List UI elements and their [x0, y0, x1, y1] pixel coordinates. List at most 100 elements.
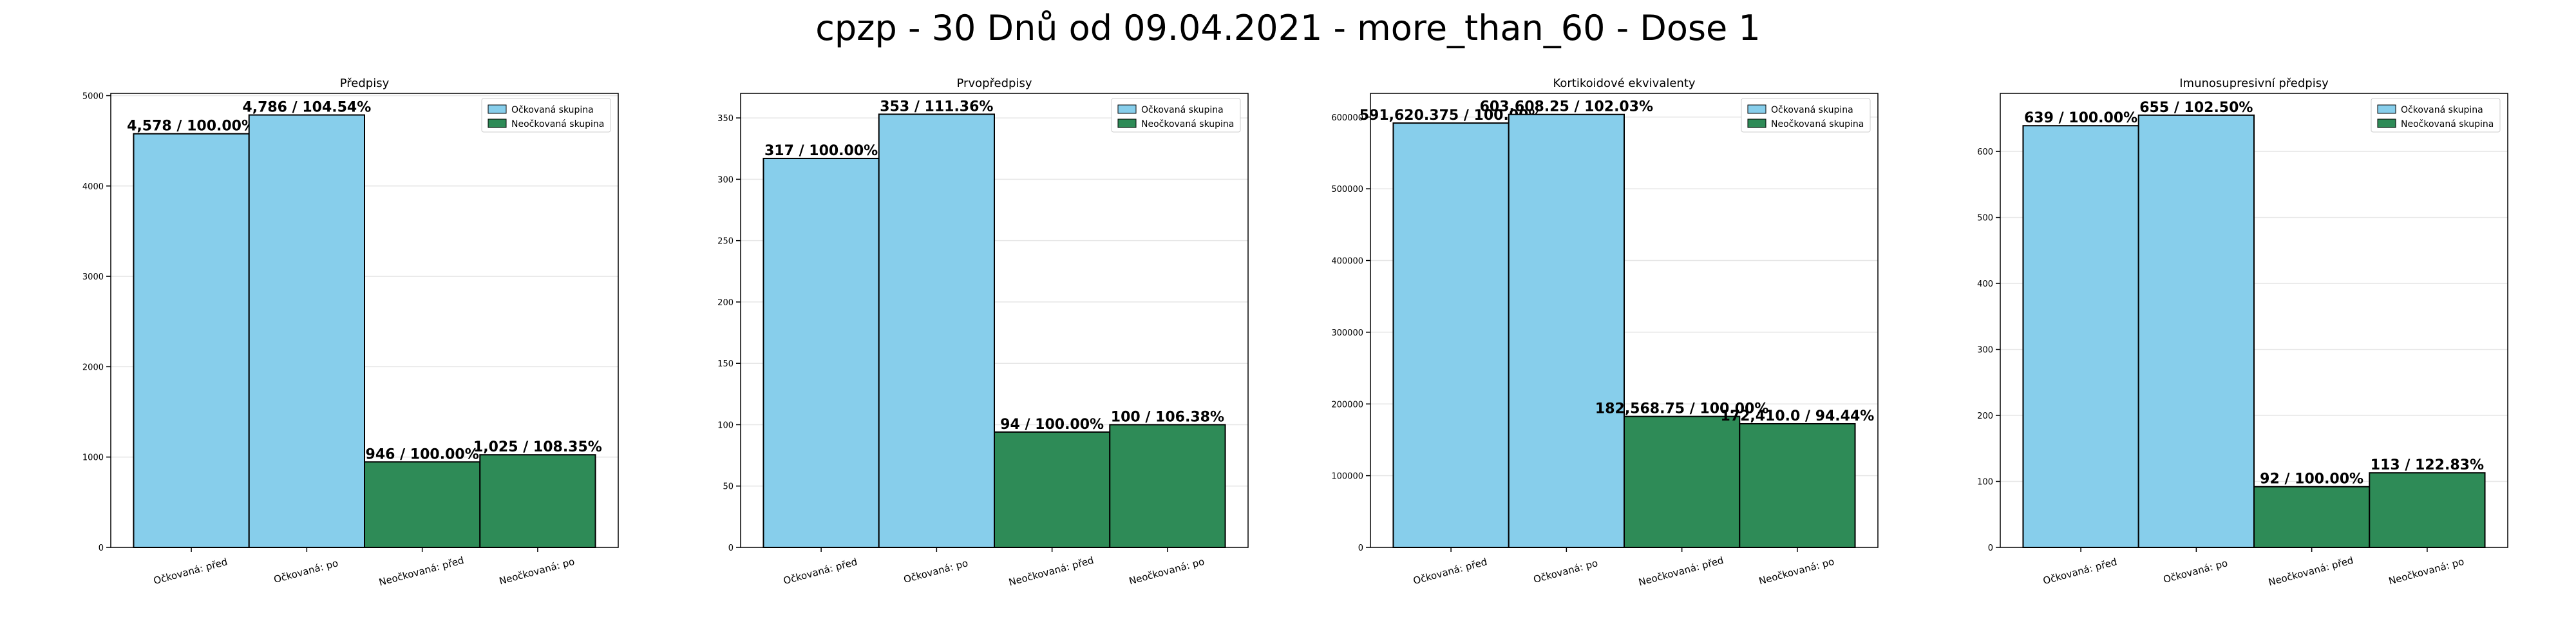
chart-title: Prvopředpisy — [957, 77, 1032, 90]
axes-frame — [2000, 93, 2508, 548]
legend: Očkovaná skupina Neočkovaná skupina — [2371, 98, 2501, 133]
x-tick-label: Očkovaná: před — [2041, 556, 2118, 587]
legend-box — [1741, 98, 1871, 133]
bar — [994, 431, 1111, 549]
bar-value-label: 94 / 100.00% — [1000, 417, 1104, 433]
legend-box — [1111, 98, 1241, 133]
legend-swatch — [1747, 104, 1766, 114]
legend-label: Neočkovaná skupina — [1771, 119, 1864, 129]
x-tick-label: Neočkovaná: před — [2267, 554, 2354, 589]
bar — [1739, 422, 1856, 548]
chart-panel-2: 317 / 100.00% Očkovaná: před 353 / 111.36%… — [717, 77, 1249, 589]
y-tick-label: 100 — [1977, 478, 1993, 488]
legend-swatch — [1117, 118, 1137, 128]
y-tick-label: 350 — [717, 114, 734, 124]
chart-title: Předpisy — [340, 77, 390, 90]
bar — [1392, 122, 1510, 549]
legend-swatch — [488, 104, 507, 114]
legend-label: Očkovaná skupina — [511, 105, 594, 115]
bar-value-label: 113 / 122.83% — [2371, 457, 2484, 473]
legend-swatch — [2377, 104, 2396, 114]
legend-box — [2371, 98, 2501, 133]
bar-value-label: 353 / 111.36% — [880, 99, 993, 115]
bar — [2253, 486, 2371, 548]
y-tick-label: 400 — [1977, 279, 1993, 289]
bar — [762, 157, 880, 548]
bar-value-label: 317 / 100.00% — [764, 143, 878, 159]
legend-label: Neočkovaná skupina — [2401, 119, 2494, 129]
bar — [1109, 424, 1226, 549]
legend-label: Neočkovaná skupina — [511, 119, 604, 129]
bar-value-label: 100 / 106.38% — [1111, 409, 1224, 425]
bar-value-label: 946 / 100.00% — [366, 446, 479, 462]
y-tick-label: 4000 — [82, 182, 104, 192]
x-tick-label: Očkovaná: po — [272, 557, 339, 585]
legend-swatch — [1117, 104, 1137, 114]
legend-label: Očkovaná skupina — [1771, 105, 1853, 115]
x-tick-label: Neočkovaná: před — [1007, 554, 1095, 589]
y-tick-label: 2000 — [82, 363, 104, 372]
bar-value-label: 182,568.75 / 100.00% — [1595, 401, 1768, 417]
y-tick-label: 600000 — [1331, 113, 1363, 123]
chart-panel-1: 4,578 / 100.00% Očkovaná: před 4,786 / 104… — [82, 77, 619, 589]
bar-value-label: 4,578 / 100.00% — [127, 118, 256, 135]
chart-title: Imunosupresivní předpisy — [2179, 77, 2329, 90]
x-tick-label: Neočkovaná: před — [1637, 554, 1725, 589]
bar — [2022, 125, 2139, 548]
bar — [878, 113, 995, 548]
bar-value-label: 639 / 100.00% — [2024, 110, 2137, 126]
y-tick-label: 400000 — [1331, 257, 1363, 267]
x-tick-label: Očkovaná: před — [782, 556, 858, 587]
legend-swatch — [1747, 118, 1766, 128]
x-tick-label: Očkovaná: po — [1532, 557, 1599, 585]
bar-value-label: 92 / 100.00% — [2260, 471, 2363, 488]
y-tick-label: 0 — [1358, 544, 1363, 553]
legend: Očkovaná skupina Neočkovaná skupina — [1111, 98, 1241, 133]
legend-label: Očkovaná skupina — [2401, 105, 2483, 115]
x-tick-label: Neočkovaná: před — [377, 554, 465, 589]
x-tick-label: Neočkovaná: po — [1128, 556, 1206, 587]
y-tick-label: 1000 — [82, 453, 104, 463]
y-tick-label: 0 — [1988, 544, 1993, 553]
bar-value-label: 172,410.0 / 94.44% — [1720, 408, 1874, 424]
y-tick-label: 500 — [1977, 214, 1993, 223]
axes-frame — [1370, 93, 1879, 548]
y-tick-label: 200 — [717, 298, 734, 308]
y-tick-label: 0 — [728, 544, 734, 553]
x-tick-label: Neočkovaná: po — [2387, 556, 2465, 587]
y-tick-label: 100 — [717, 421, 734, 430]
x-tick-label: Očkovaná: po — [902, 557, 969, 585]
y-tick-label: 50 — [723, 482, 734, 492]
chart-panel-4: 639 / 100.00% Očkovaná: před 655 / 102.50%… — [1977, 77, 2508, 588]
bar — [364, 461, 481, 548]
bar-value-label: 603,608.25 / 102.03% — [1480, 99, 1653, 115]
legend-box — [481, 98, 611, 133]
legend-swatch — [488, 118, 507, 128]
legend: Očkovaná skupina Neočkovaná skupina — [481, 98, 611, 133]
y-tick-label: 200 — [1977, 412, 1993, 421]
bar — [479, 454, 596, 548]
y-tick-label: 200000 — [1331, 400, 1363, 410]
bar-value-label: 1,025 / 108.35% — [473, 439, 602, 455]
axes-frame — [110, 93, 619, 548]
bar — [248, 114, 366, 548]
y-tick-label: 3000 — [82, 272, 104, 282]
legend-label: Očkovaná skupina — [1141, 105, 1224, 115]
figure-title: cpzp - 30 Dnů od 09.04.2021 - more_than_… — [815, 8, 1761, 48]
x-tick-label: Neočkovaná: po — [498, 556, 576, 587]
x-tick-label: Očkovaná: po — [2162, 557, 2229, 585]
chart-title: Kortikoidové ekvivalenty — [1553, 77, 1695, 90]
bar — [1508, 113, 1625, 549]
y-tick-label: 300000 — [1331, 328, 1363, 338]
y-tick-label: 500000 — [1331, 185, 1363, 194]
bar — [2137, 114, 2255, 548]
legend-label: Neočkovaná skupina — [1141, 119, 1234, 129]
y-tick-label: 600 — [1977, 147, 1993, 157]
legend-swatch — [2377, 118, 2396, 128]
bar-value-label: 655 / 102.50% — [2139, 100, 2253, 116]
y-tick-label: 300 — [717, 175, 734, 185]
y-tick-label: 150 — [717, 359, 734, 369]
axes-frame — [740, 93, 1249, 548]
y-tick-label: 5000 — [82, 92, 104, 102]
